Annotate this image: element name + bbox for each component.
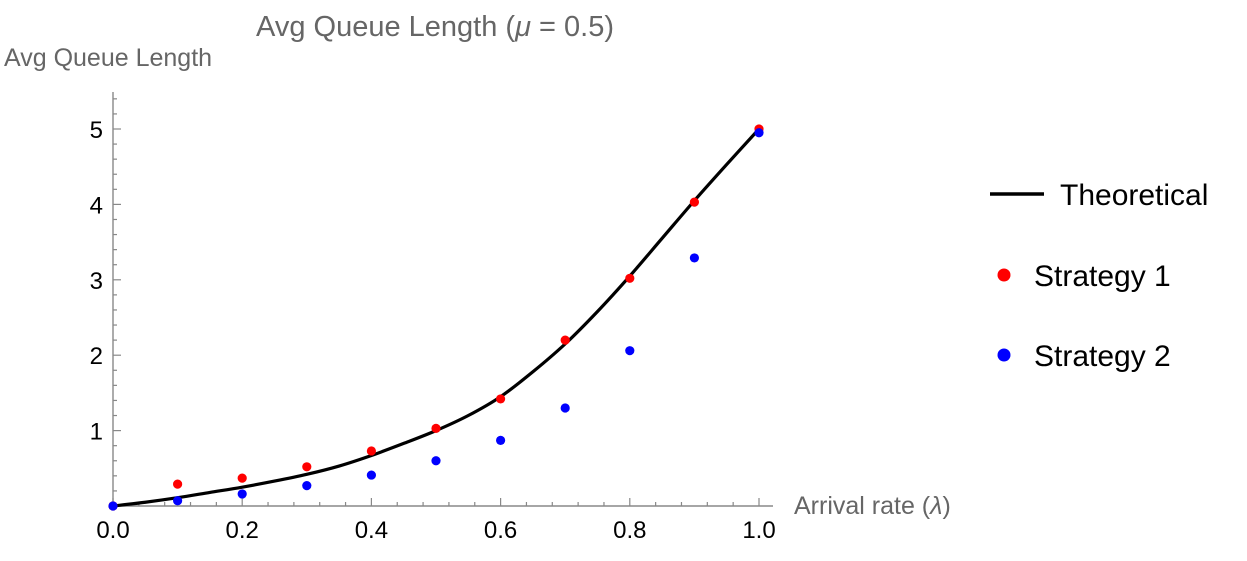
legend-swatch-strategy-1 (997, 268, 1011, 282)
chart-title-prefix: Avg Queue Length ( (256, 11, 515, 43)
x-tick-label: 1.0 (742, 517, 775, 544)
data-point-strategy-2 (625, 346, 635, 356)
y-axis-tick-labels: 1 2 3 4 5 (90, 117, 103, 446)
x-axis-label: Arrival rate (λ) (794, 492, 951, 520)
legend: Theoretical Strategy 1 Strategy 2 (990, 179, 1208, 373)
data-point-strategy-2 (689, 253, 700, 263)
x-tick-label: 0.2 (226, 517, 259, 544)
data-point-strategy-2 (237, 489, 247, 499)
legend-label-theoretical: Theoretical (1060, 179, 1208, 212)
y-tick-label: 5 (90, 117, 103, 144)
y-tick-label: 4 (90, 192, 103, 219)
x-axis-label-prefix: Arrival rate ( (794, 492, 931, 520)
data-point-strategy-1 (625, 273, 635, 283)
legend-swatch-strategy-2 (997, 348, 1011, 362)
y-tick-label: 2 (90, 343, 103, 370)
data-point-strategy-1 (496, 394, 506, 404)
legend-label-strategy-2: Strategy 2 (1034, 340, 1171, 373)
data-point-strategy-2 (173, 496, 183, 506)
legend-label-strategy-1: Strategy 1 (1034, 260, 1171, 293)
data-point-strategy-1 (560, 335, 570, 345)
data-point-strategy-1 (302, 462, 312, 472)
x-tick-label: 0.0 (96, 517, 129, 544)
chart-title-symbol: μ (514, 11, 531, 43)
x-axis-label-suffix: ) (942, 492, 950, 520)
data-point-strategy-2 (560, 403, 570, 413)
plot-area (108, 124, 764, 511)
y-tick-label: 1 (90, 419, 103, 446)
x-tick-label: 0.6 (484, 517, 517, 544)
y-axis-ticks (113, 98, 121, 507)
y-axis-label: Avg Queue Length (4, 44, 212, 72)
x-tick-label: 0.4 (355, 517, 388, 544)
data-point-strategy-1 (237, 473, 247, 483)
data-point-strategy-1 (689, 197, 700, 207)
chart-title-suffix: = 0.5) (531, 11, 614, 43)
x-axis-tick-labels: 0.0 0.2 0.4 0.6 0.8 1.0 (96, 517, 775, 544)
data-point-strategy-2 (302, 481, 312, 491)
series-line-theoretical (112, 127, 761, 508)
data-point-strategy-2 (496, 435, 506, 446)
data-point-strategy-2 (108, 501, 118, 511)
chart-title: Avg Queue Length (μ = 0.5) (256, 11, 614, 43)
data-point-strategy-2 (754, 128, 764, 138)
x-tick-label: 0.8 (613, 517, 646, 544)
data-point-strategy-1 (431, 423, 441, 433)
data-point-strategy-1 (366, 446, 376, 456)
data-point-strategy-2 (431, 456, 441, 466)
data-point-strategy-1 (173, 479, 183, 489)
x-axis-ticks (112, 498, 760, 506)
x-axis-label-symbol: λ (928, 492, 942, 520)
data-point-strategy-2 (366, 470, 376, 480)
y-tick-label: 3 (90, 268, 103, 295)
